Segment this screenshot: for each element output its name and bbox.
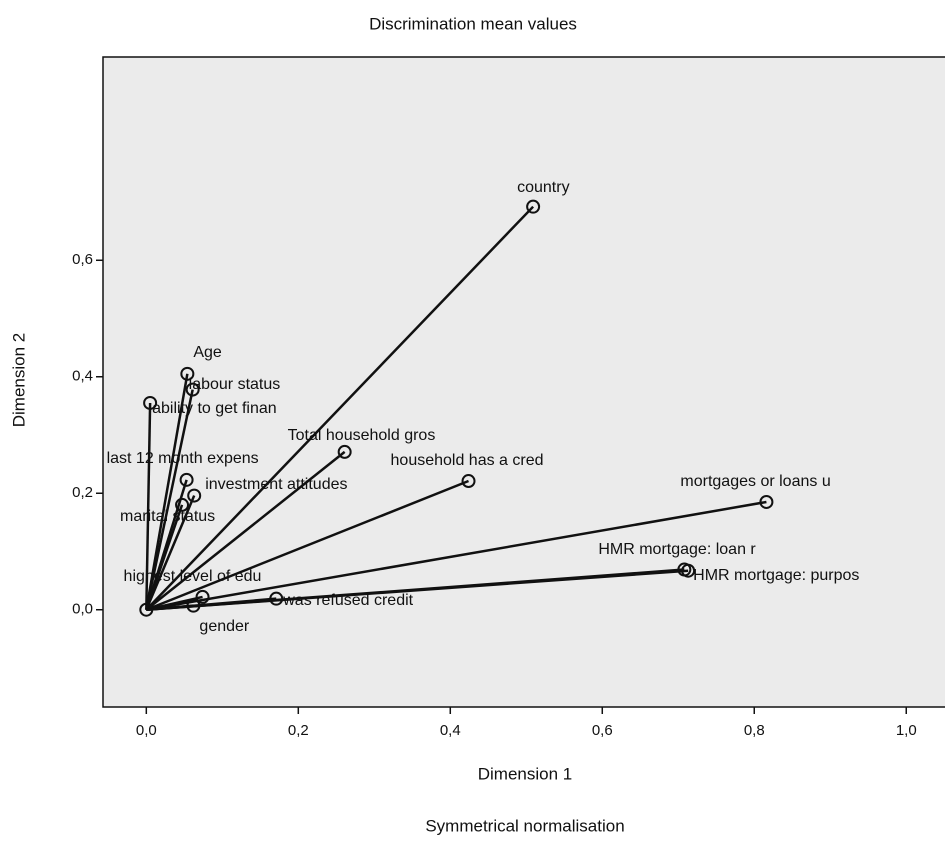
vector-line bbox=[145, 373, 189, 610]
point bbox=[186, 598, 201, 613]
point-label: Age bbox=[193, 344, 222, 361]
point bbox=[269, 591, 284, 606]
chart-title: Discrimination mean values bbox=[369, 14, 577, 33]
point bbox=[180, 366, 195, 381]
point bbox=[759, 494, 774, 509]
y-tick-label: 0,4 bbox=[72, 368, 93, 385]
vector-line bbox=[145, 495, 196, 611]
point-label: gender bbox=[199, 618, 249, 635]
x-tick-label: 0,6 bbox=[592, 722, 613, 739]
y-tick-label: 0,2 bbox=[72, 484, 93, 501]
vector-line bbox=[145, 402, 152, 610]
point bbox=[337, 444, 352, 459]
point-label: marital status bbox=[120, 508, 215, 525]
x-tick-label: 1,0 bbox=[896, 722, 917, 739]
point-label: investment attitudes bbox=[205, 476, 347, 493]
x-tick-label: 0,8 bbox=[744, 722, 765, 739]
x-axis-label: Dimension 1 bbox=[478, 764, 573, 783]
vector-line bbox=[146, 500, 767, 611]
point bbox=[187, 488, 202, 503]
origin-marker bbox=[139, 602, 154, 617]
x-tick-label: 0,2 bbox=[288, 722, 309, 739]
point-label: was refused credit bbox=[282, 592, 413, 609]
point bbox=[185, 382, 200, 397]
point bbox=[143, 395, 158, 410]
x-tick-label: 0,0 bbox=[136, 722, 157, 739]
vector-line bbox=[145, 479, 469, 611]
y-tick-label: 0,6 bbox=[72, 251, 93, 268]
point-label: country bbox=[517, 179, 569, 196]
point-label: HMR mortgage: loan r bbox=[598, 541, 756, 558]
y-axis-label: Dimension 2 bbox=[9, 333, 28, 428]
vector-line bbox=[145, 504, 184, 611]
vector-line bbox=[145, 205, 535, 611]
chart-subtitle: Symmetrical normalisation bbox=[425, 816, 624, 835]
point-label: last 12 month expens bbox=[107, 450, 259, 467]
plot-area bbox=[102, 56, 945, 708]
y-tick-label: 0,0 bbox=[72, 601, 93, 618]
point bbox=[681, 563, 696, 578]
point-label: HMR mortgage: purpos bbox=[693, 567, 859, 584]
point-label: labour status bbox=[189, 376, 281, 393]
point bbox=[175, 497, 190, 512]
vector-line bbox=[145, 389, 194, 610]
point-label: highest level of edu bbox=[124, 568, 262, 585]
point-label: mortgages or loans u bbox=[680, 473, 830, 490]
vector-line bbox=[145, 450, 346, 611]
point-label: Total household gros bbox=[288, 427, 436, 444]
point-label: ability to get finan bbox=[152, 400, 277, 417]
point bbox=[526, 199, 541, 214]
point bbox=[179, 472, 194, 487]
point bbox=[195, 589, 210, 604]
x-tick-label: 0,4 bbox=[440, 722, 461, 739]
vector-line bbox=[146, 604, 194, 611]
point bbox=[461, 474, 476, 489]
point-label: household has a cred bbox=[391, 452, 544, 469]
